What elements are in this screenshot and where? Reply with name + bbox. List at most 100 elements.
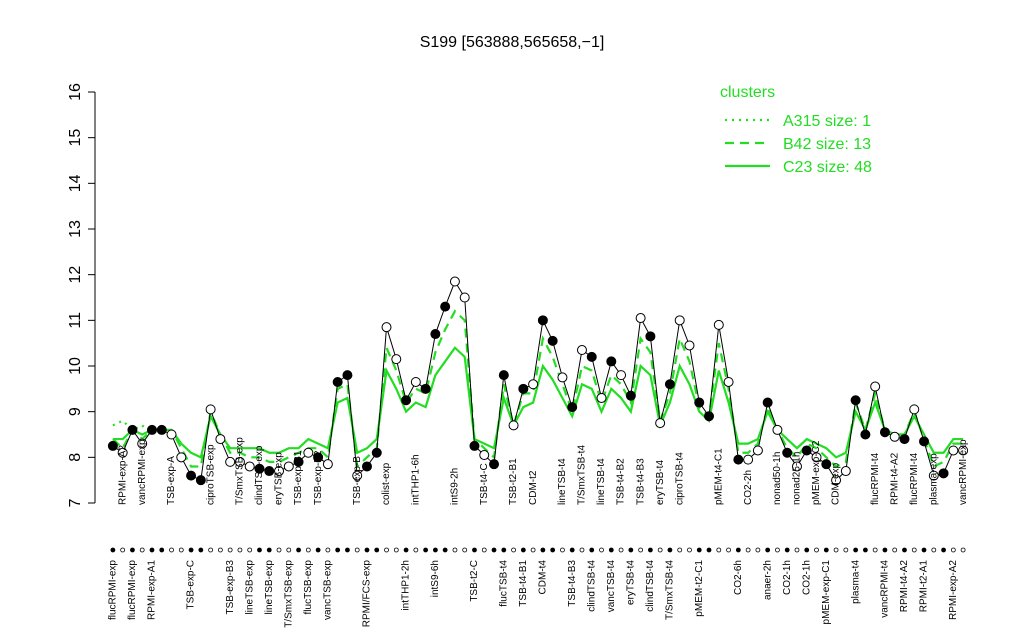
data-point	[664, 379, 675, 390]
membership-dot	[276, 547, 282, 553]
x-tick-label: ciproTSB-t4	[674, 452, 685, 505]
membership-dot	[393, 547, 399, 553]
x-tick-label: T/SmxTSB-exp	[235, 437, 246, 505]
x-tick-label: TSB-exp-B3	[225, 560, 236, 615]
data-point	[137, 438, 148, 449]
membership-dot	[823, 547, 829, 553]
data-point	[401, 395, 412, 406]
membership-dot	[950, 547, 956, 553]
membership-dot	[178, 547, 184, 553]
x-tick-label: RPMI-exp-A1	[147, 560, 158, 620]
cluster-line	[112, 309, 964, 469]
data-point	[352, 470, 363, 481]
data-point	[958, 445, 969, 456]
y-tick-label: 15	[67, 129, 84, 147]
x-tick-label: vancTSB-exp	[323, 560, 334, 620]
data-point	[283, 461, 294, 472]
membership-dot	[432, 547, 438, 553]
data-point	[625, 390, 636, 401]
membership-dot	[628, 547, 634, 553]
membership-dot	[139, 547, 145, 553]
data-point	[860, 429, 871, 440]
membership-dot	[208, 547, 214, 553]
x-tick-label: eryTSB-exp	[274, 452, 285, 505]
data-point	[303, 447, 314, 458]
membership-dot	[696, 547, 702, 553]
data-point	[782, 447, 793, 458]
data-point	[274, 466, 285, 477]
membership-dot	[413, 547, 419, 553]
membership-dot	[706, 547, 712, 553]
data-point	[313, 452, 324, 463]
data-point	[596, 392, 607, 403]
y-tick-label: 8	[67, 453, 84, 462]
data-point	[645, 331, 656, 342]
membership-dot	[257, 547, 262, 553]
data-point	[420, 383, 431, 394]
data-point	[117, 447, 128, 458]
x-tick-label: RPMI/FCS-exp	[362, 560, 373, 628]
membership-dot	[247, 547, 253, 553]
membership-dot	[726, 547, 731, 553]
data-point	[528, 379, 539, 390]
membership-dot	[794, 547, 800, 553]
data-point	[762, 397, 773, 408]
membership-dot	[618, 547, 624, 553]
membership-dot	[775, 547, 780, 553]
membership-dot	[491, 547, 497, 553]
data-point	[244, 461, 255, 472]
x-tick-label: vancRPMI-exp	[958, 439, 969, 505]
legend-label: B42 size: 13	[783, 136, 871, 153]
data-point	[449, 276, 460, 287]
x-tick-label: CDM-t2	[528, 470, 539, 505]
data-point	[919, 436, 930, 447]
x-tick-label: eryTSB-t4	[625, 560, 636, 605]
data-point	[332, 376, 343, 387]
membership-dot	[599, 547, 604, 553]
x-tick-label: lineTSB-t4	[596, 458, 607, 505]
data-point	[127, 424, 138, 435]
data-point	[684, 340, 695, 351]
data-point	[586, 351, 597, 362]
data-point	[195, 475, 206, 486]
membership-dot	[159, 547, 165, 553]
data-point	[322, 459, 333, 470]
data-point	[469, 440, 480, 451]
data-point	[567, 402, 578, 413]
membership-dot	[149, 547, 155, 553]
data-point	[879, 427, 890, 438]
membership-dot	[540, 547, 546, 553]
membership-dot	[237, 547, 243, 553]
membership-dot	[745, 547, 751, 553]
data-point	[606, 356, 617, 367]
x-tick-label: RPMI-exp-A2	[948, 560, 959, 620]
membership-dot	[296, 547, 301, 553]
legend-title: clusters	[720, 84, 775, 101]
membership-dot	[911, 547, 917, 553]
y-tick-label: 7	[67, 498, 84, 507]
membership-dot	[550, 547, 556, 553]
data-point	[371, 447, 382, 458]
data-point	[811, 452, 822, 463]
x-tick-label: RPMI-t4-A2	[899, 560, 910, 613]
membership-dot	[266, 547, 272, 553]
data-point	[205, 404, 216, 415]
membership-dot	[872, 547, 878, 553]
x-tick-label: nonad25-1h	[792, 452, 803, 505]
data-point	[938, 468, 949, 479]
data-point	[508, 420, 519, 431]
x-tick-label: vancTSB-t4	[606, 560, 617, 613]
x-tick-label: pMEM-t2-C1	[694, 560, 705, 617]
x-tick-label: pMEM-t4-C1	[713, 448, 724, 505]
x-tick-label: intTHP1-2h	[401, 560, 412, 611]
data-point	[772, 424, 783, 435]
membership-dot	[735, 547, 741, 553]
x-tick-label: RPMI-exp-A2	[117, 445, 128, 505]
membership-dot	[589, 547, 595, 553]
x-tick-label: TSB-t4-B3	[635, 458, 646, 505]
x-tick-label: ciproTSB-exp	[205, 444, 216, 505]
membership-dot	[110, 547, 116, 553]
data-point	[831, 475, 842, 486]
data-point	[928, 470, 939, 481]
membership-dot	[667, 547, 673, 553]
